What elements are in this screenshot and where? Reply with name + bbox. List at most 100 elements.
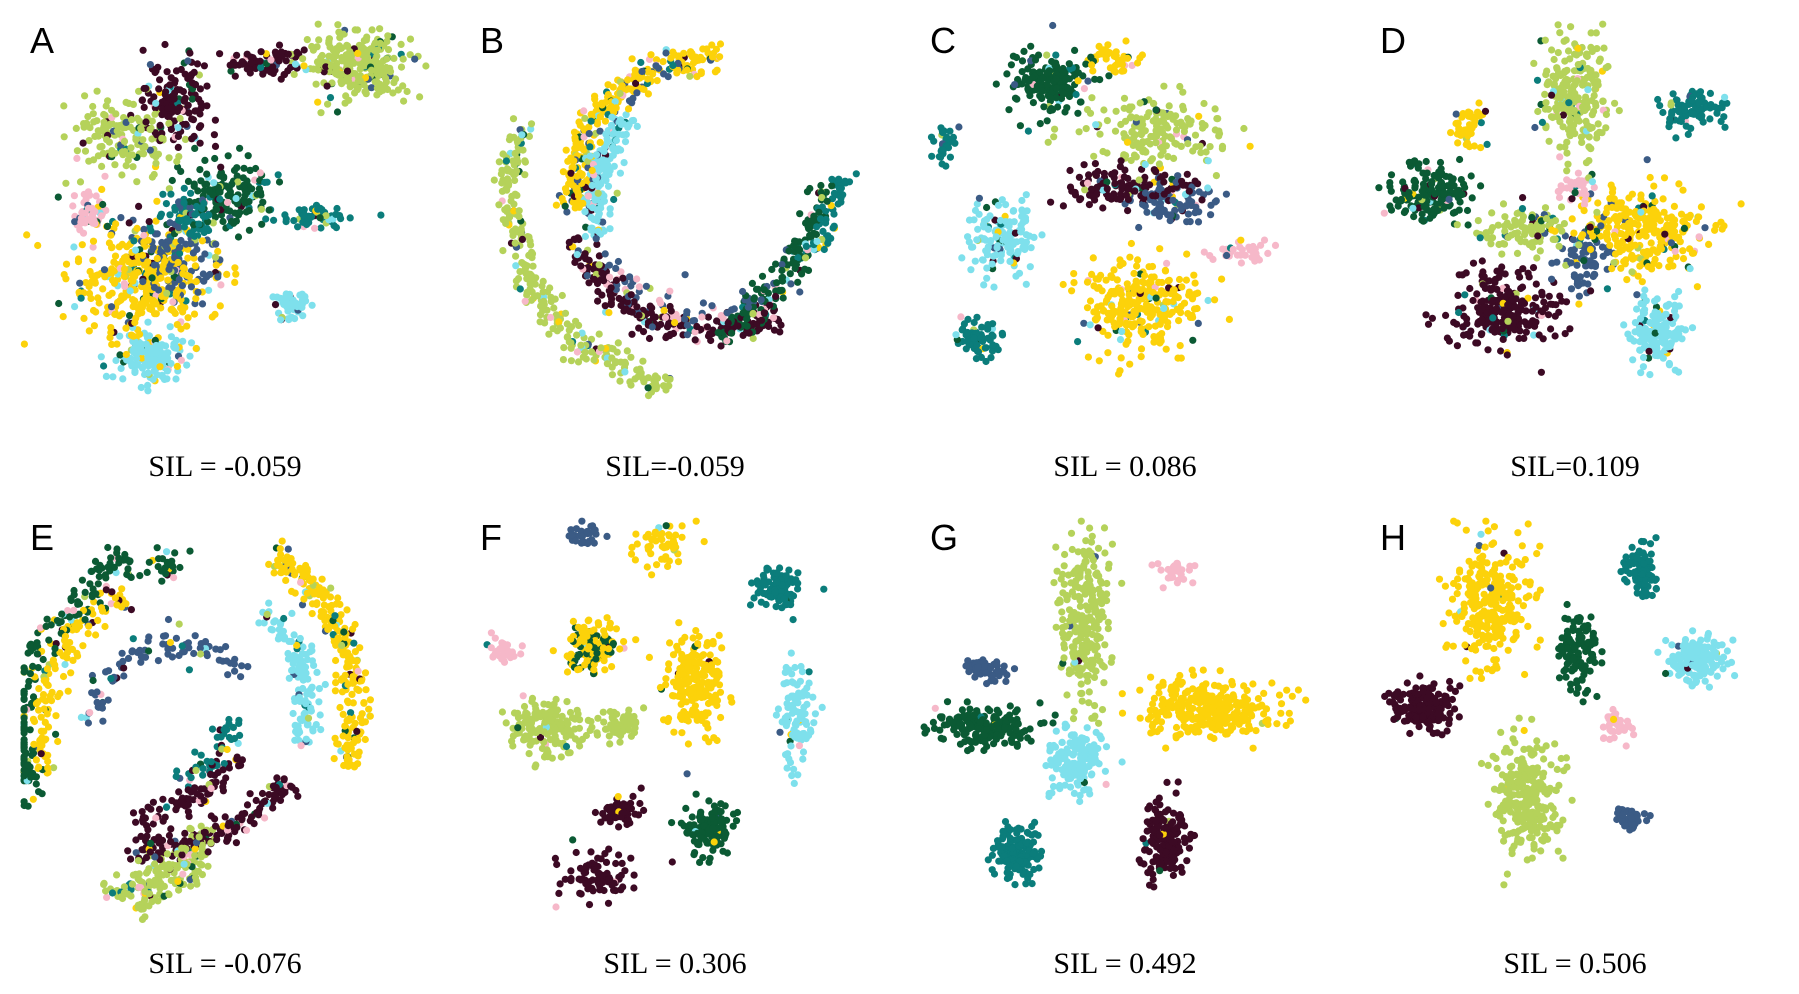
scatter-point [134, 268, 142, 276]
scatter-point [616, 377, 624, 385]
scatter-point [163, 68, 171, 76]
scatter-point [1139, 330, 1147, 338]
scatter-point [1594, 120, 1602, 128]
scatter-point [749, 334, 757, 343]
scatter-point [545, 330, 553, 338]
scatter-point [588, 348, 596, 356]
scatter-point [703, 323, 711, 331]
scatter-point [994, 346, 1002, 354]
scatter-point [1024, 65, 1032, 73]
scatter-point [72, 124, 80, 132]
scatter-point [619, 274, 627, 282]
scatter-point [1229, 245, 1237, 254]
scatter-point [343, 67, 352, 75]
scatter-point [1477, 331, 1485, 339]
scatter-point [628, 99, 636, 107]
scatter-point [964, 233, 972, 241]
scatter-point [179, 337, 187, 345]
scatter-point [215, 187, 223, 196]
scatter-point [563, 320, 571, 328]
scatter-point [1497, 347, 1505, 355]
scatter-point [217, 163, 225, 171]
scatter-point [141, 142, 149, 151]
scatter-point [363, 33, 371, 41]
scatter-point [152, 99, 160, 107]
scatter-point [216, 302, 224, 310]
scatter-point [144, 344, 152, 353]
scatter-point [259, 70, 267, 78]
scatter-point [1501, 227, 1509, 235]
scatter-point [1487, 240, 1495, 248]
scatter-point [185, 109, 193, 117]
scatter-point [270, 216, 278, 224]
scatter-point [555, 318, 563, 326]
scatter-point [744, 303, 752, 311]
scatter-point [146, 61, 154, 69]
scatter-point [191, 144, 199, 152]
scatter-point [129, 296, 137, 304]
scatter-point [796, 288, 804, 296]
scatter-point [353, 26, 362, 34]
scatter-point [1022, 231, 1030, 239]
scatter-point [988, 260, 996, 268]
scatter-point [686, 72, 694, 80]
scatter-point [277, 316, 285, 324]
scatter-point [1551, 312, 1559, 320]
scatter-point [785, 247, 793, 255]
scatter-point [211, 142, 220, 150]
scatter-point [130, 237, 138, 245]
scatter-point [1237, 236, 1245, 244]
scatter-point [1200, 99, 1208, 108]
scatter-point [152, 310, 160, 318]
scatter-point [1018, 212, 1026, 220]
scatter-point [611, 98, 619, 106]
scatter-point [148, 274, 156, 282]
scatter-point [638, 67, 646, 76]
scatter-point [131, 246, 140, 254]
scatter-point [683, 321, 691, 329]
scatter-point [1080, 161, 1088, 169]
scatter-point [98, 212, 106, 220]
scatter-point [637, 372, 645, 380]
scatter-point [1169, 115, 1177, 123]
scatter-point [999, 236, 1007, 244]
scatter-point [184, 57, 192, 65]
scatter-point [1036, 120, 1044, 128]
scatter-point [170, 92, 178, 100]
scatter-point [1100, 169, 1108, 178]
scatter-point [100, 266, 109, 274]
scatter-point [525, 132, 533, 140]
scatter-point [1380, 209, 1388, 217]
scatter-point [498, 187, 506, 195]
scatter-point [190, 221, 198, 229]
scatter-point [334, 21, 342, 29]
scatter-point [802, 242, 810, 250]
scatter-point [79, 229, 88, 237]
scatter-point [1511, 303, 1519, 311]
scatter-point [108, 289, 116, 297]
scatter-point [173, 288, 181, 296]
scatter-point [181, 135, 190, 143]
scatter-point [584, 263, 592, 272]
scatter-point [1638, 278, 1646, 286]
scatter-point [1044, 138, 1052, 146]
scatter-point [103, 222, 112, 230]
scatter-point [623, 347, 631, 355]
scatter-point [801, 254, 810, 262]
scatter-point [214, 247, 222, 255]
scatter-point [1415, 160, 1423, 168]
scatter-point [806, 231, 814, 239]
scatter-point [1426, 214, 1434, 222]
scatter-point [80, 289, 88, 297]
scatter-point [573, 172, 581, 180]
scatter-point [704, 332, 713, 340]
scatter-point [140, 103, 148, 111]
scatter-point [1125, 299, 1133, 307]
scatter-point [567, 357, 575, 365]
scatter-point [1158, 330, 1166, 338]
scatter-point [1454, 139, 1462, 147]
scatter-point [1718, 225, 1726, 233]
scatter-point [141, 261, 149, 269]
scatter-point [1130, 134, 1138, 142]
points-group [927, 21, 1280, 378]
